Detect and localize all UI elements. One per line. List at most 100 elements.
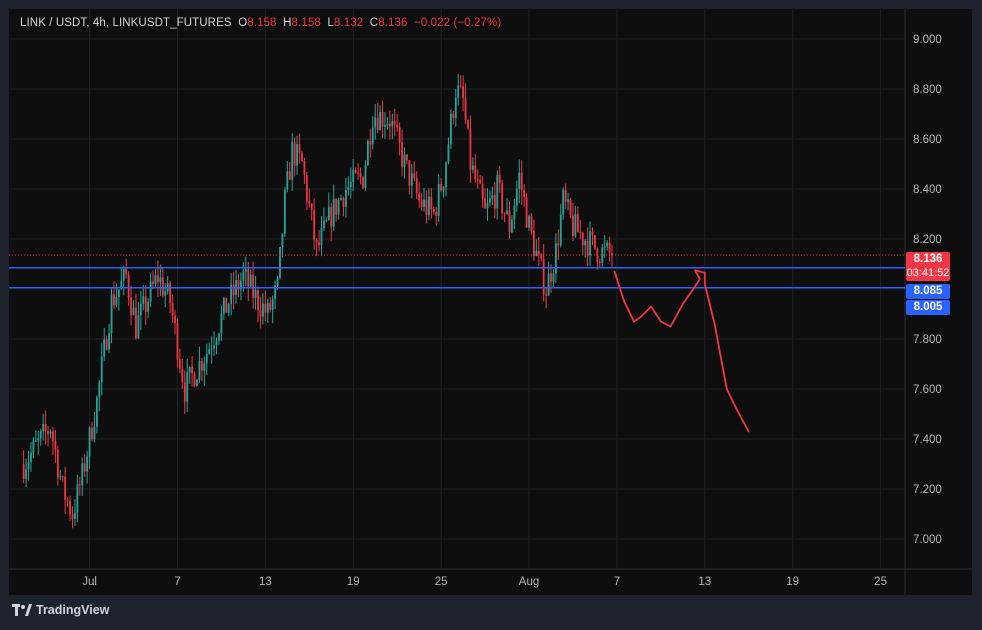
candle-body (81, 463, 84, 486)
candle-body (213, 345, 215, 349)
horizontal-lines (9, 254, 905, 289)
candle-body (530, 216, 533, 231)
candle-body (56, 449, 59, 478)
candle-body (547, 273, 550, 296)
candle-body (264, 303, 267, 313)
price-chart[interactable]: 7.000 7.200 7.400 7.600 7.800 8.200 8.400 8.600… (9, 9, 972, 595)
symbol-title: LINK / USDT, 4h, LINKUSDT_FUTURES (20, 17, 232, 29)
candle-body (64, 476, 67, 500)
candle-body (271, 298, 274, 310)
candle-body (259, 310, 262, 317)
change-value: −0.022 (−0.27%) (414, 17, 502, 29)
candle-body (371, 127, 374, 145)
candle-body (283, 189, 286, 234)
candle-body (196, 379, 198, 387)
candle-body (552, 273, 555, 282)
candle-body (122, 268, 125, 281)
candle-body (479, 179, 482, 184)
candle-body (54, 441, 57, 450)
candle-body (266, 302, 269, 313)
candle-body (481, 183, 484, 199)
candle-body (476, 179, 479, 181)
candle-body (352, 169, 355, 183)
candle-body (376, 117, 379, 131)
time-tick-label: 13 (698, 576, 711, 588)
candle-body (27, 462, 30, 470)
candle-body (428, 196, 430, 216)
candle-body (550, 273, 552, 282)
candle-body (169, 283, 172, 304)
price-axis: 7.000 7.200 7.400 7.600 7.800 8.200 8.400 8.600… (913, 34, 942, 546)
candle-body (127, 274, 130, 298)
candle-body (520, 172, 523, 191)
candle-body (303, 161, 306, 176)
candle-body (457, 85, 460, 99)
low-value: 8.132 (333, 17, 364, 29)
candle-body (401, 142, 403, 167)
candle-body (37, 438, 40, 441)
candle-body (586, 240, 589, 256)
candle-body (254, 290, 257, 298)
candle-body (511, 219, 513, 233)
candle-body (86, 456, 89, 472)
bar-countdown: 03:41:52 (906, 267, 950, 279)
candle-body (442, 186, 445, 191)
candle-body (215, 340, 218, 346)
candle-body (30, 452, 32, 463)
tradingview-logo-icon (12, 604, 32, 616)
candle-body (601, 247, 604, 263)
candle-body (420, 200, 423, 208)
candle-body (366, 141, 369, 166)
symbol-legend: LINK / USDT, 4h, LINKUSDT_FUTURES O8.158… (20, 17, 501, 29)
candle-body (496, 174, 499, 209)
candle-body (581, 232, 584, 246)
candle-body (181, 368, 184, 383)
candle-body (413, 173, 416, 179)
candle-body (498, 174, 501, 184)
candle-body (91, 427, 93, 440)
time-tick-label: 25 (435, 576, 448, 588)
candle-body (183, 382, 186, 402)
candle-body (591, 231, 594, 236)
candle-body (459, 85, 462, 87)
tradingview-footer[interactable]: TradingView (12, 603, 109, 617)
candle-body (52, 431, 54, 442)
last-price-tag: 8.136 03:41:52 (906, 252, 950, 281)
candle-body (513, 205, 516, 220)
candle-body (357, 172, 360, 174)
candle-body (69, 501, 71, 515)
candle-body (464, 97, 467, 120)
candle-body (381, 111, 384, 127)
candle-body (144, 296, 147, 312)
chart-frame[interactable]: 7.000 7.200 7.400 7.600 7.800 8.200 8.400 8.600… (9, 9, 972, 595)
candle-body (533, 230, 535, 257)
candle-body (589, 231, 591, 256)
candle-body (391, 121, 394, 127)
price-tick-label: 7.800 (913, 334, 942, 346)
candle-body (435, 211, 438, 217)
candle-body (320, 228, 323, 246)
candle-body (430, 196, 433, 209)
candle-body (349, 182, 352, 187)
candle-body (244, 269, 247, 272)
candle-body (47, 430, 49, 434)
candle-body (193, 373, 196, 387)
candle-body (61, 476, 64, 478)
candle-body (269, 302, 272, 310)
chart-grid (9, 9, 972, 595)
candle-body (308, 200, 311, 204)
candle-body (445, 162, 447, 187)
time-axis: Jul 7 13 19 25 Aug 7 13 19 25 (82, 576, 887, 588)
candle-body (388, 123, 391, 127)
candle-body (528, 216, 530, 228)
candle-body (115, 296, 118, 306)
candle-body (44, 424, 47, 431)
time-tick-label: 13 (259, 576, 272, 588)
candle-body (537, 250, 540, 255)
time-tick-label: 7 (614, 576, 620, 588)
candle-body (425, 199, 428, 216)
candle-body (315, 239, 318, 243)
low-label: L (327, 17, 334, 29)
candle-body (406, 154, 408, 161)
candle-body (318, 242, 320, 246)
